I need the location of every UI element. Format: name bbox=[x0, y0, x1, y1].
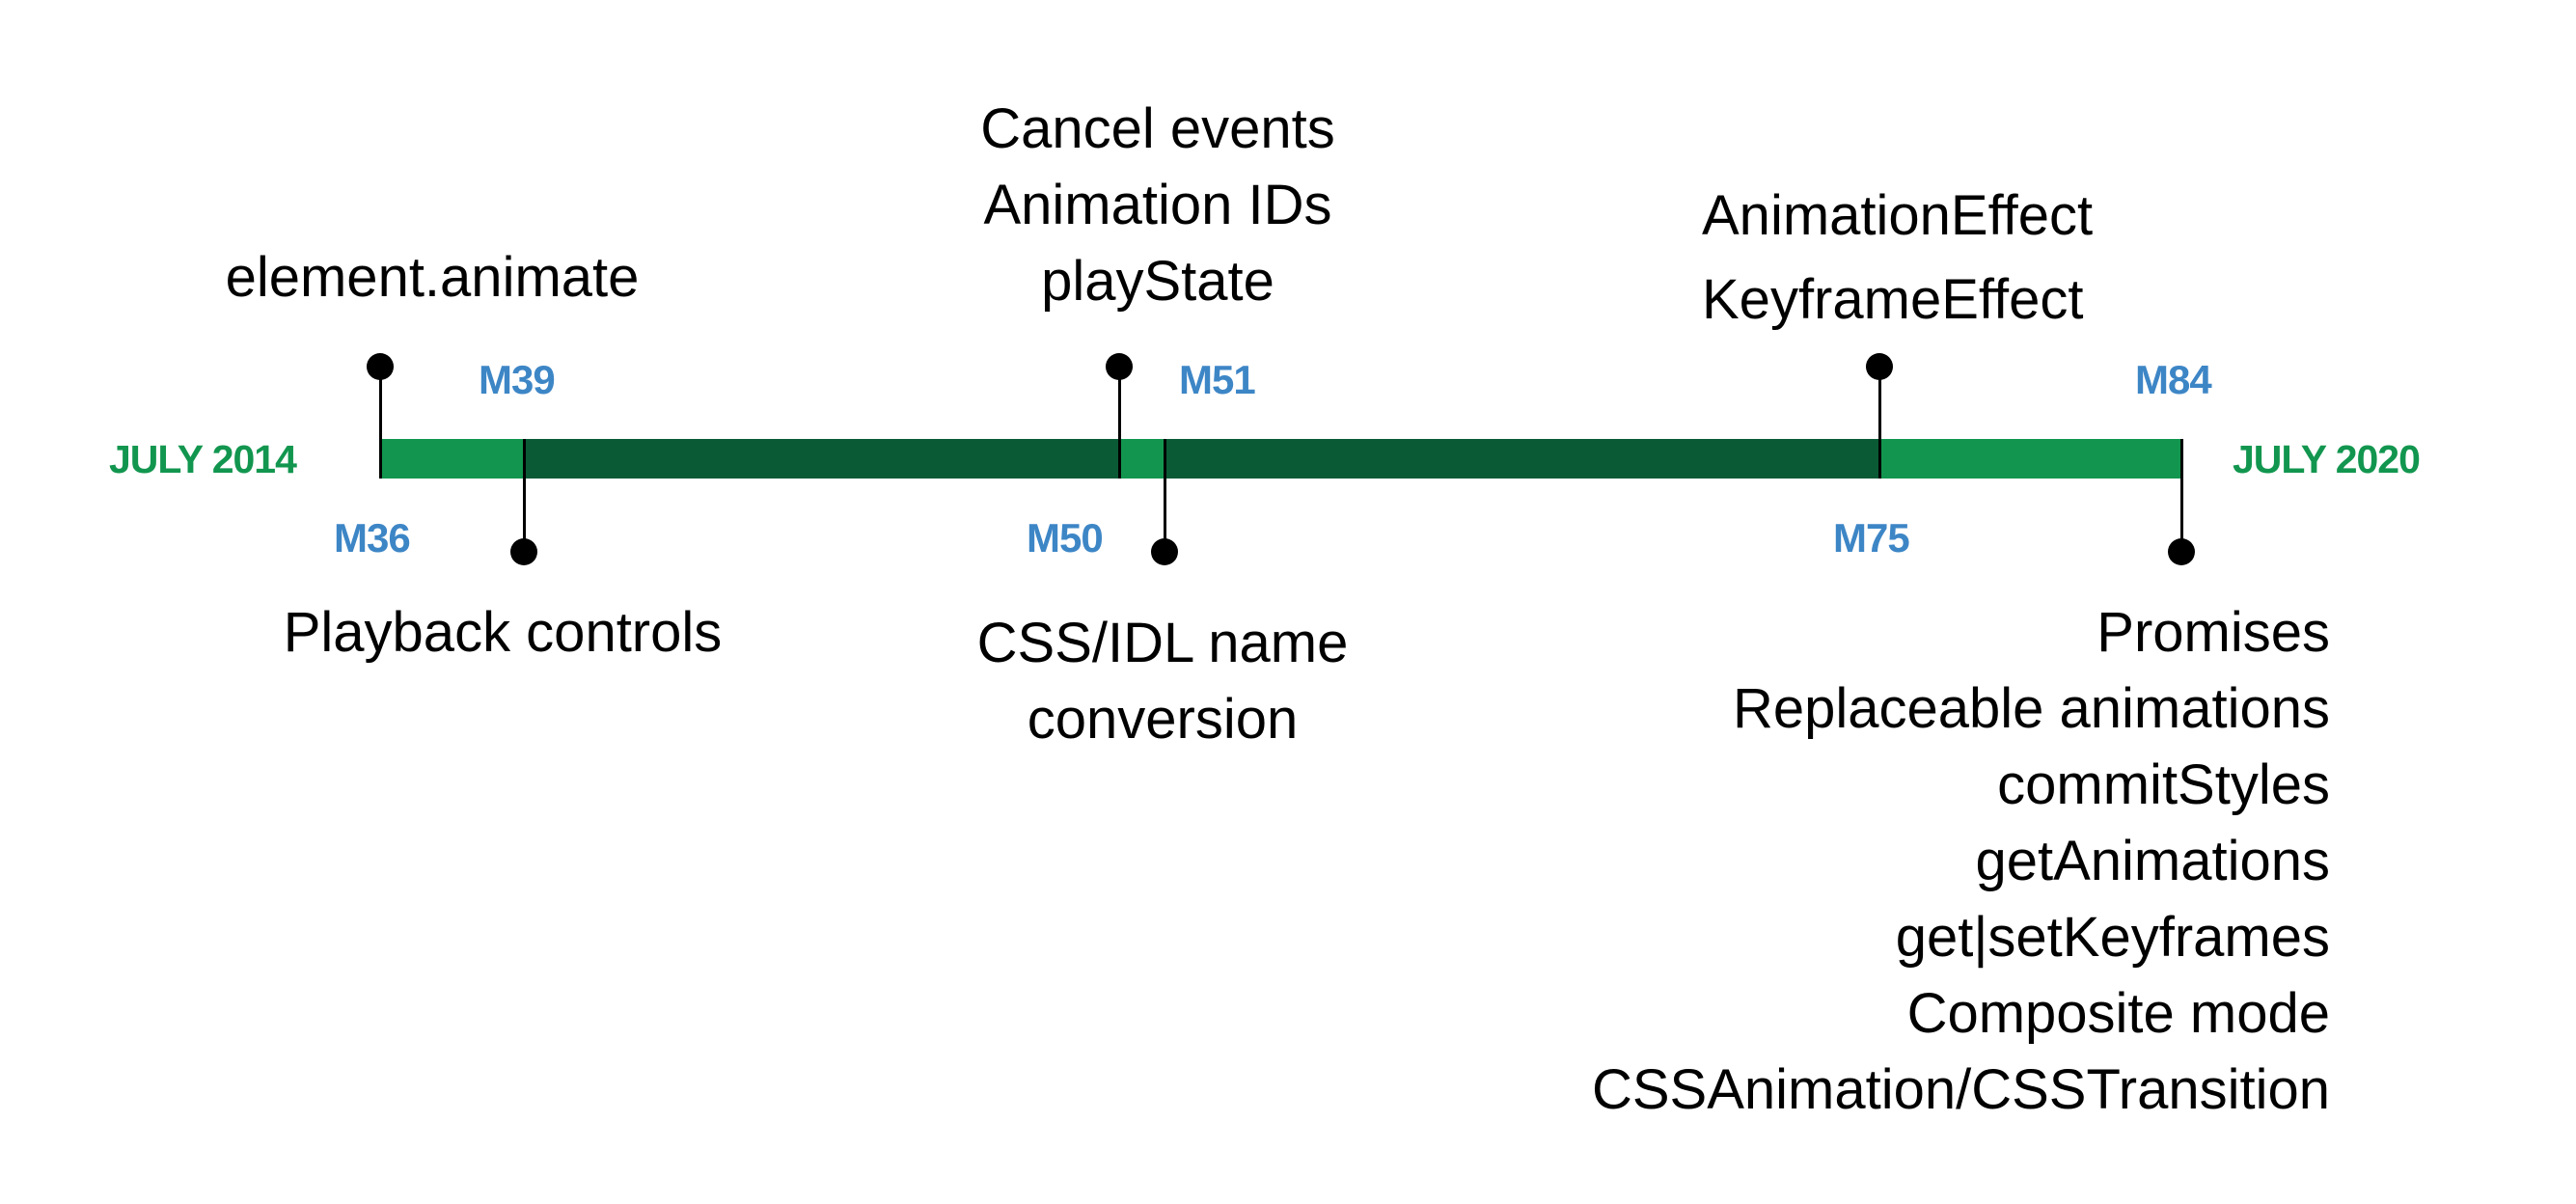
pin-dot-m51 bbox=[1151, 538, 1178, 565]
bar-segment-m39-m50 bbox=[524, 439, 1119, 479]
features-m36: element.animate bbox=[226, 239, 640, 315]
features-m84: Promises Replaceable animations commitSt… bbox=[1592, 594, 2330, 1128]
feature-label: playState bbox=[1041, 250, 1274, 313]
bar-segment-m36-m39 bbox=[380, 439, 524, 479]
milestone-m75: M75 bbox=[1833, 515, 1910, 561]
feature-label: commitStyles bbox=[1997, 753, 2330, 816]
features-m39: Playback controls bbox=[284, 594, 723, 670]
pin-dot-m36 bbox=[367, 353, 394, 380]
pin-line-m51 bbox=[1164, 439, 1166, 552]
milestone-m39: M39 bbox=[479, 357, 556, 402]
feature-label: Cancel events bbox=[980, 97, 1335, 160]
end-date-label: JULY 2020 bbox=[2233, 437, 2421, 481]
feature-label: Composite mode bbox=[1906, 982, 2330, 1045]
feature-label: KeyframeEffect bbox=[1702, 268, 2084, 331]
milestone-m36: M36 bbox=[334, 515, 411, 561]
feature-label: Animation IDs bbox=[983, 174, 1332, 236]
milestone-m51: M51 bbox=[1179, 357, 1256, 402]
features-m51: CSS/IDL name conversion bbox=[977, 605, 1349, 757]
features-m50: Cancel events Animation IDs playState bbox=[980, 91, 1335, 319]
start-date-label: JULY 2014 bbox=[109, 437, 297, 481]
feature-label: Replaceable animations bbox=[1732, 677, 2330, 740]
pin-line-m84 bbox=[2180, 439, 2183, 552]
pin-line-m50 bbox=[1118, 367, 1121, 479]
pin-line-m75 bbox=[1878, 367, 1881, 479]
features-m75: AnimationEffect KeyframeEffect bbox=[1702, 174, 2093, 342]
milestone-m84: M84 bbox=[2135, 357, 2212, 402]
feature-label: getAnimations bbox=[1975, 830, 2330, 892]
pin-dot-m39 bbox=[510, 538, 537, 565]
bar-segment-m50-m51 bbox=[1119, 439, 1165, 479]
milestone-m50: M50 bbox=[1027, 515, 1104, 561]
pin-dot-m50 bbox=[1106, 353, 1133, 380]
bar-segment-m75-m84 bbox=[1879, 439, 2181, 479]
feature-label: get|setKeyframes bbox=[1895, 906, 2330, 969]
feature-label: AnimationEffect bbox=[1702, 184, 2094, 247]
feature-label: Playback controls bbox=[283, 601, 723, 664]
feature-label: CSSAnimation/CSSTransition bbox=[1591, 1058, 2330, 1121]
feature-label: CSS/IDL name bbox=[976, 612, 1349, 674]
pin-line-m36 bbox=[379, 367, 382, 479]
bar-segment-m51-m75 bbox=[1165, 439, 1879, 479]
pin-line-m39 bbox=[523, 439, 526, 552]
pin-dot-m75 bbox=[1866, 353, 1893, 380]
pin-dot-m84 bbox=[2168, 538, 2195, 565]
feature-label: element.animate bbox=[225, 246, 640, 309]
feature-label: Promises bbox=[2096, 601, 2330, 664]
feature-label: conversion bbox=[1027, 688, 1299, 751]
